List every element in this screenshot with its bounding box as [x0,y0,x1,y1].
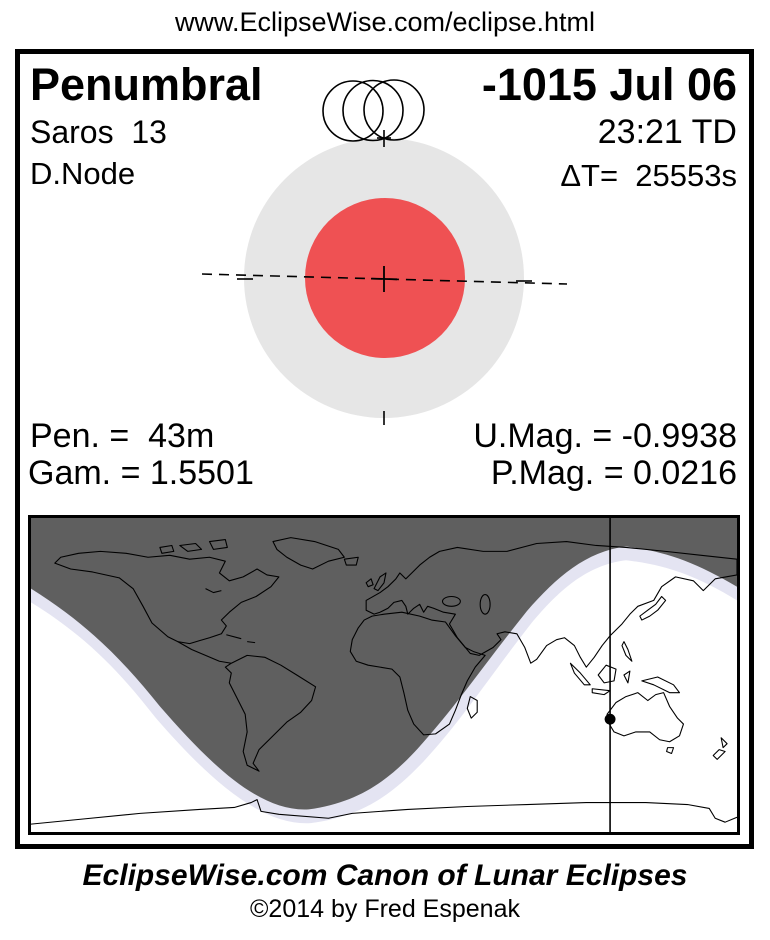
eclipse-date: -1015 Jul 06 [481,59,737,110]
eclipse-type-title: Penumbral [30,59,263,110]
coastlines [31,537,737,825]
eclipse-card-frame [15,49,754,849]
shadow-center-crosshair [370,266,398,292]
ecliptic-dashed-line [201,273,568,285]
eclipse-time: 23:21 TD [597,113,737,151]
node-label: D.Node [30,156,136,191]
page-url-header: www.EclipseWise.com/eclipse.html [174,7,596,37]
canon-title: EclipseWise.com Canon of Lunar Eclipses [82,859,688,892]
map-not-visible-region [31,518,737,810]
gamma-value: Gam. = 1.5501 [28,454,254,492]
moon-position-circles [322,79,425,142]
umbral-magnitude: U.Mag. = -0.9938 [473,417,737,455]
penumbral-magnitude: P.Mag. = 0.0216 [490,454,737,492]
penumbral-duration: Pen. = 43m [30,417,215,455]
delta-t-value: ΔT= 25553s [560,158,737,193]
umbra-circle [305,198,465,358]
saros-label: Saros 13 [30,114,167,150]
visibility-map [28,515,740,835]
copyright-line: ©2014 by Fred Espenak [250,895,520,923]
zenith-point-dot [604,713,616,725]
